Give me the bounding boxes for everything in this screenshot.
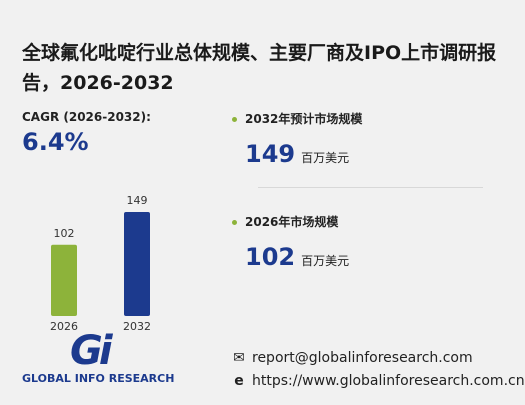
website-row: e https://www.globalinforesearch.com.cn bbox=[232, 373, 525, 389]
highlight: 102 百万美元 bbox=[245, 243, 349, 271]
highlight-unit: 百万美元 bbox=[301, 254, 350, 268]
highlight-value: 149 bbox=[245, 140, 296, 168]
bar bbox=[51, 244, 77, 316]
web-icon: e bbox=[234, 373, 244, 389]
highlight-label: 2032年预计市场规模 bbox=[232, 110, 362, 127]
email[interactable]: report@globalinforesearch.com bbox=[252, 350, 473, 366]
highlight-value: 102 bbox=[245, 243, 296, 271]
highlight-unit: 百万美元 bbox=[301, 151, 350, 165]
logo-mark: Gi bbox=[70, 328, 113, 374]
value-label: 149 bbox=[127, 194, 148, 207]
value-label: 102 bbox=[54, 227, 75, 240]
email-icon: ✉ bbox=[233, 350, 245, 366]
divider bbox=[258, 187, 483, 188]
bar bbox=[124, 212, 150, 316]
highlight-label: 2026年市场规模 bbox=[232, 213, 338, 230]
highlight: 149 百万美元 bbox=[245, 140, 349, 168]
cagr-value: 6.4% bbox=[22, 128, 89, 156]
title: 全球氟化吡啶行业总体规模、主要厂商及IPO上市调研报告，2026-2032 bbox=[22, 42, 497, 94]
x-tick-label: 2032 bbox=[123, 320, 151, 330]
cagr-label: CAGR (2026-2032): bbox=[22, 110, 151, 124]
logo-name: GLOBAL INFO RESEARCH bbox=[22, 372, 175, 385]
website[interactable]: https://www.globalinforesearch.com.cn bbox=[252, 373, 525, 389]
x-tick-label: 2026 bbox=[50, 320, 78, 330]
chart: 102 2026 149 2032 bbox=[50, 194, 151, 330]
email-row: ✉ report@globalinforesearch.com bbox=[232, 350, 473, 366]
